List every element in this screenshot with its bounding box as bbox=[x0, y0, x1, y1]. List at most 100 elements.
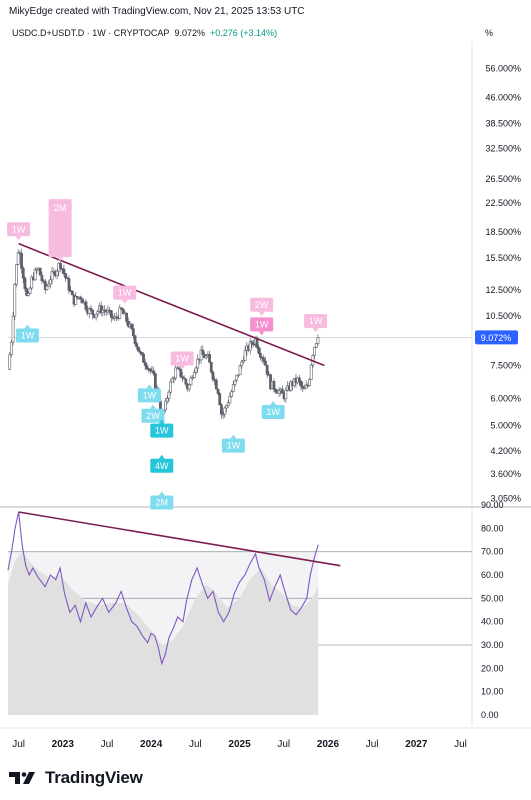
label-pointer bbox=[312, 328, 319, 333]
candle-body bbox=[33, 269, 37, 281]
candle-body bbox=[231, 384, 235, 392]
label-box bbox=[113, 285, 137, 300]
candle-body bbox=[194, 367, 198, 373]
pink-timeframe-label: 1W bbox=[113, 285, 137, 304]
label-text: 1W bbox=[255, 319, 269, 329]
candle-body bbox=[242, 360, 245, 363]
price-trendline bbox=[18, 242, 325, 367]
price-tick-label: 26.500% bbox=[485, 174, 521, 184]
candle-body bbox=[30, 276, 34, 289]
pink-timeframe-label: 1W bbox=[170, 351, 194, 370]
rsi-tick-label: 20.00 bbox=[481, 663, 504, 673]
candle-body bbox=[248, 341, 252, 351]
candle-body bbox=[301, 385, 305, 389]
candle-body bbox=[148, 368, 152, 372]
price-tick-label: 3.050% bbox=[490, 494, 521, 504]
label-box bbox=[250, 317, 274, 332]
price-tick-label: 15.500% bbox=[485, 253, 521, 263]
label-pointer bbox=[158, 454, 165, 459]
candle-body bbox=[181, 376, 184, 379]
price-tick-label: 10.500% bbox=[485, 311, 521, 321]
candle-body bbox=[16, 252, 20, 265]
candle-body bbox=[138, 350, 142, 353]
candle-body bbox=[274, 389, 278, 392]
label-text: 1W bbox=[118, 288, 132, 298]
label-box bbox=[261, 404, 285, 419]
price-tick-label: 22.500% bbox=[485, 198, 521, 208]
symbol-change: +0.276 (+3.14%) bbox=[210, 28, 278, 38]
label-text: 2W bbox=[146, 411, 160, 421]
candle-body bbox=[131, 328, 135, 337]
cyan-timeframe-label: 2W bbox=[141, 404, 165, 423]
candle-body bbox=[184, 378, 188, 385]
candle-body bbox=[264, 360, 267, 366]
candle-body bbox=[220, 404, 223, 415]
cyan-timeframe-label: 1W bbox=[261, 400, 285, 419]
candle-body bbox=[26, 293, 30, 296]
candle-body bbox=[45, 285, 49, 290]
candle-body bbox=[135, 343, 139, 348]
candle-body bbox=[142, 353, 145, 363]
candle-body bbox=[172, 377, 176, 380]
candle-body bbox=[297, 377, 301, 382]
candle-body bbox=[309, 364, 313, 380]
label-box bbox=[48, 199, 72, 258]
candle-body bbox=[169, 381, 173, 393]
label-pointer bbox=[230, 434, 237, 439]
candle-body bbox=[40, 274, 44, 282]
time-tick-label: Jul bbox=[277, 739, 290, 750]
price-tick-label: 7.500% bbox=[490, 361, 521, 371]
label-pointer bbox=[158, 419, 165, 424]
candle-body bbox=[65, 277, 69, 280]
label-box bbox=[221, 438, 245, 453]
candle-body bbox=[28, 287, 32, 294]
label-pointer bbox=[149, 404, 156, 409]
candle-body bbox=[289, 381, 293, 391]
candle-body bbox=[258, 352, 262, 358]
cyan-timeframe-label: 1W bbox=[150, 419, 174, 438]
candle-body bbox=[174, 367, 178, 379]
pink-timeframe-label: 2W bbox=[250, 297, 274, 316]
candle-body bbox=[167, 391, 171, 399]
candle-body bbox=[120, 307, 123, 310]
tradingview-brand[interactable]: TradingView bbox=[45, 768, 143, 787]
candle-body bbox=[81, 298, 84, 304]
label-text: 1W bbox=[12, 224, 26, 234]
time-tick-label: 2024 bbox=[140, 739, 163, 750]
candle-body bbox=[208, 354, 211, 363]
candle-body bbox=[153, 373, 157, 389]
label-text: 1W bbox=[143, 390, 157, 400]
cyan-timeframe-label: 4W bbox=[150, 454, 174, 473]
price-tick-label: 18.500% bbox=[485, 227, 521, 237]
candle-body bbox=[84, 301, 88, 310]
label-pointer bbox=[121, 299, 128, 304]
pink-timeframe-label: 1W bbox=[250, 317, 274, 336]
candle-body bbox=[8, 354, 12, 370]
label-text: 1W bbox=[266, 407, 280, 417]
cyan-timeframe-label: 1W bbox=[15, 324, 39, 343]
label-box bbox=[150, 458, 174, 473]
symbol-info: USDC.D+USDT.D · 1W · CRYPTOCAP 9.072% +0… bbox=[12, 28, 277, 38]
label-box bbox=[137, 388, 161, 403]
candle-body bbox=[192, 372, 196, 378]
candle-body bbox=[152, 370, 156, 374]
candle-body bbox=[133, 335, 137, 344]
candle-body bbox=[13, 284, 17, 317]
symbol-name[interactable]: USDC.D+USDT.D · 1W · CRYPTOCAP bbox=[12, 28, 170, 38]
candle-body bbox=[50, 271, 54, 281]
price-tick-label: 46.000% bbox=[485, 92, 521, 102]
candle-body bbox=[140, 352, 144, 355]
time-tick-label: 2027 bbox=[405, 739, 428, 750]
label-text: 1W bbox=[309, 316, 323, 326]
candle-body bbox=[164, 400, 167, 411]
candle-body bbox=[64, 273, 67, 279]
pink-timeframe-label: 2M bbox=[48, 199, 72, 262]
candle-body bbox=[299, 380, 303, 387]
percent-scale-button[interactable]: % bbox=[484, 28, 493, 38]
candle-body bbox=[277, 390, 281, 394]
tradingview-logo-icon bbox=[9, 772, 35, 784]
candle-body bbox=[257, 347, 261, 354]
candle-body bbox=[74, 296, 78, 305]
candle-body bbox=[48, 279, 52, 285]
